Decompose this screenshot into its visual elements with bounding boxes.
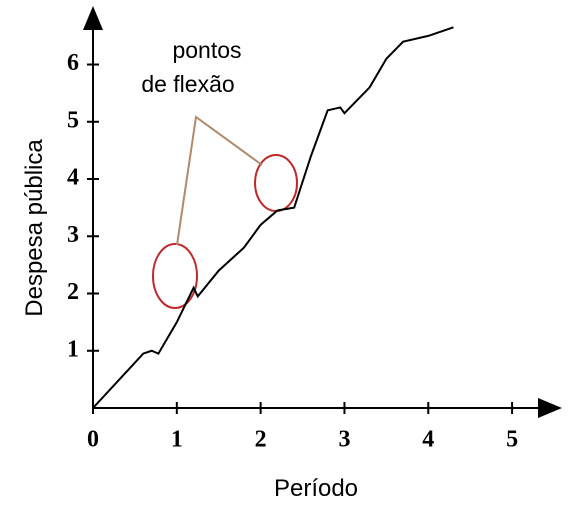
annotation: de flexão <box>141 71 234 97</box>
x-tick-label: 4 <box>422 427 434 453</box>
line-series <box>92 26 454 409</box>
y-tick-label: 6 <box>67 50 79 76</box>
x-axis-label: Período <box>274 475 358 502</box>
x-tick-label: 2 <box>255 427 267 453</box>
y-tick-label: 3 <box>67 222 79 248</box>
highlight-ellipse <box>152 243 198 309</box>
y-tick-label: 1 <box>67 336 79 362</box>
x-tick-label: 5 <box>506 427 518 453</box>
y-tick-label: 5 <box>67 107 79 133</box>
pointer-line <box>176 115 263 246</box>
y-axis-label: Despesa pública <box>21 139 48 317</box>
x-tick-label: 3 <box>338 427 350 453</box>
y-tick-label: 4 <box>67 165 79 191</box>
y-tick-label: 2 <box>67 279 79 305</box>
x-tick-label: 0 <box>87 427 99 453</box>
annotation: pontos <box>172 37 241 63</box>
x-tick-label: 1 <box>171 427 183 453</box>
